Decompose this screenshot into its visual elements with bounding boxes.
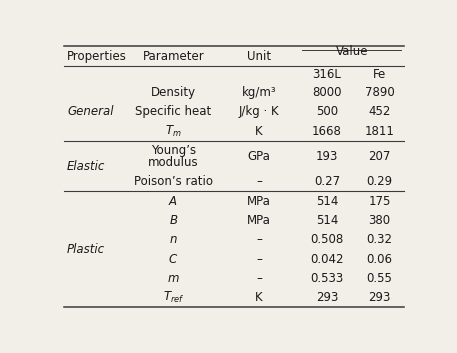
Text: Value: Value — [335, 45, 368, 58]
Text: 500: 500 — [316, 105, 338, 118]
Text: –: – — [256, 252, 262, 265]
Text: 514: 514 — [316, 214, 338, 227]
Text: 193: 193 — [316, 150, 338, 163]
Text: 8000: 8000 — [312, 86, 342, 99]
Text: K: K — [255, 291, 263, 304]
Text: General: General — [67, 105, 113, 118]
Text: 1668: 1668 — [312, 125, 342, 138]
Text: 452: 452 — [368, 105, 391, 118]
Text: Density: Density — [151, 86, 196, 99]
Text: $m$: $m$ — [167, 272, 180, 285]
Text: 207: 207 — [368, 150, 391, 163]
Text: K: K — [255, 125, 263, 138]
Text: 0.533: 0.533 — [310, 272, 344, 285]
Text: –: – — [256, 272, 262, 285]
Text: Specific heat: Specific heat — [135, 105, 212, 118]
Text: $n$: $n$ — [169, 233, 178, 246]
Text: $A$: $A$ — [169, 195, 178, 208]
Text: 316L: 316L — [313, 68, 341, 81]
Text: MPa: MPa — [247, 195, 271, 208]
Text: 380: 380 — [368, 214, 391, 227]
Text: 1811: 1811 — [365, 125, 394, 138]
Text: 0.29: 0.29 — [367, 175, 393, 188]
Text: 0.27: 0.27 — [314, 175, 340, 188]
Text: 0.042: 0.042 — [310, 252, 344, 265]
Text: Unit: Unit — [247, 50, 271, 62]
Text: –: – — [256, 233, 262, 246]
Text: Poison’s ratio: Poison’s ratio — [134, 175, 213, 188]
Text: 7890: 7890 — [365, 86, 394, 99]
Text: 0.508: 0.508 — [310, 233, 344, 246]
Text: $B$: $B$ — [169, 214, 178, 227]
Text: Parameter: Parameter — [143, 50, 204, 62]
Text: 514: 514 — [316, 195, 338, 208]
Text: modulus: modulus — [148, 156, 199, 169]
Text: Young’s: Young’s — [151, 144, 196, 157]
Text: $T_{ref}$: $T_{ref}$ — [163, 290, 184, 305]
Text: –: – — [256, 175, 262, 188]
Text: 293: 293 — [316, 291, 338, 304]
Text: $T_m$: $T_m$ — [165, 124, 182, 139]
Text: Plastic: Plastic — [67, 243, 105, 256]
Text: 293: 293 — [368, 291, 391, 304]
Text: kg/m³: kg/m³ — [242, 86, 276, 99]
Text: 0.06: 0.06 — [367, 252, 393, 265]
Text: Fe: Fe — [373, 68, 386, 81]
Text: J/kg · K: J/kg · K — [239, 105, 279, 118]
Text: Elastic: Elastic — [67, 160, 106, 173]
Text: Properties: Properties — [67, 50, 127, 62]
Text: 0.55: 0.55 — [367, 272, 393, 285]
Text: 0.32: 0.32 — [367, 233, 393, 246]
Text: $C$: $C$ — [168, 252, 179, 265]
Text: GPa: GPa — [248, 150, 271, 163]
Text: MPa: MPa — [247, 214, 271, 227]
Text: 175: 175 — [368, 195, 391, 208]
